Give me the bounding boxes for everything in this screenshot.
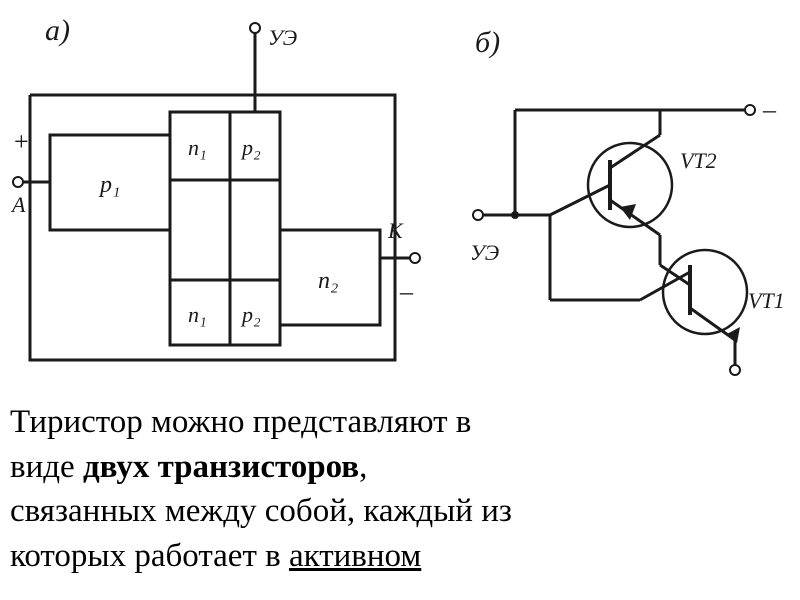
figure-b-label: б) <box>475 26 500 59</box>
vt1-emitter <box>690 308 735 340</box>
figure-a: а) p₁ n₁ p₂ n₁ p₂ n₂ <box>10 14 420 360</box>
region-p1-text: p₁ <box>98 172 120 198</box>
minus-label: – <box>762 95 777 124</box>
caption-line2-suffix: , <box>359 449 367 485</box>
cathode-K: K <box>387 218 404 243</box>
caption-underline: активном <box>289 538 421 574</box>
vt1-out-terminal-icon <box>730 365 740 375</box>
anode-plus: + <box>14 127 29 156</box>
figure-a-label: а) <box>45 14 70 47</box>
diagram-svg: а) p₁ n₁ p₂ n₁ p₂ n₂ <box>0 0 800 390</box>
gate-b-label: УЭ <box>470 240 499 265</box>
region-n1-bot-text: n₁ <box>188 302 207 327</box>
anode-terminal-icon <box>13 177 23 187</box>
caption-line2-prefix: виде <box>10 449 83 485</box>
caption-bold: двух транзисторов <box>83 449 359 485</box>
cathode-minus: – <box>399 277 414 306</box>
vt1-circle-icon <box>663 250 747 334</box>
figure-area: а) p₁ n₁ p₂ n₁ p₂ n₂ <box>0 0 800 390</box>
gate-b-terminal-icon <box>473 210 483 220</box>
caption-line3: связанных между собой, каждый из <box>10 493 512 529</box>
caption: Тиристор можно представляют в виде двух … <box>10 400 790 578</box>
page: а) p₁ n₁ p₂ n₁ p₂ n₂ <box>0 0 800 600</box>
region-n1-top-text: n₁ <box>188 135 207 160</box>
minus-terminal-icon <box>745 105 755 115</box>
figure-b: б) – УЭ <box>470 26 785 375</box>
vt2-label: VT2 <box>680 148 717 173</box>
region-p2-bot-text: p₂ <box>240 302 261 327</box>
vt1-label: VT1 <box>748 288 785 313</box>
vt2-collector <box>610 135 660 168</box>
cathode-terminal-icon <box>410 253 420 263</box>
gate-terminal-icon <box>250 23 260 33</box>
caption-line1: Тиристор можно представляют в <box>10 404 471 440</box>
gate-label: УЭ <box>268 25 297 50</box>
caption-line4-prefix: которых работает в <box>10 538 289 574</box>
region-n2-text: n₂ <box>318 268 338 294</box>
node-dot-1 <box>511 211 519 219</box>
anode-A: A <box>10 192 26 217</box>
vt2-base-lead <box>550 185 610 215</box>
region-p2-top-text: p₂ <box>240 135 261 160</box>
